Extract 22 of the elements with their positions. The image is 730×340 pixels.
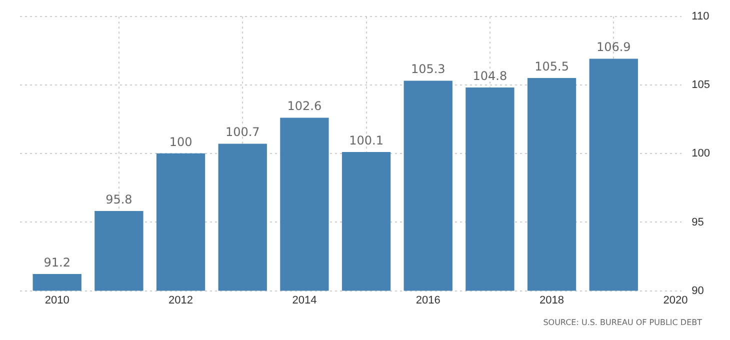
data-label: 100.7: [225, 125, 260, 140]
data-label: 100: [169, 134, 192, 149]
x-tick-label: 2014: [292, 294, 317, 306]
y-tick-label: 100: [692, 148, 710, 160]
source-note: SOURCE: U.S. BUREAU OF PUBLIC DEBT: [543, 318, 702, 327]
data-label: 104.8: [472, 69, 508, 84]
data-label: 100.1: [349, 133, 384, 148]
x-tick-label: 2016: [416, 294, 440, 306]
y-tick-label: 95: [692, 216, 704, 228]
x-tick-label: 2018: [540, 294, 564, 306]
data-label: 105.5: [534, 59, 569, 74]
data-label: 105.3: [410, 62, 446, 76]
x-tick-label: 2010: [44, 294, 70, 306]
x-tick-label: 2012: [168, 294, 194, 306]
data-label: 95.8: [106, 192, 132, 206]
y-tick-label: 110: [692, 10, 710, 23]
data-label: 106.9: [596, 40, 631, 54]
data-label: 102.6: [287, 99, 322, 114]
data-label: 91.2: [44, 255, 70, 270]
x-tick-label: 2020: [663, 294, 688, 306]
y-tick-label: 105: [692, 79, 710, 92]
y-tick-label: 90: [692, 284, 704, 297]
